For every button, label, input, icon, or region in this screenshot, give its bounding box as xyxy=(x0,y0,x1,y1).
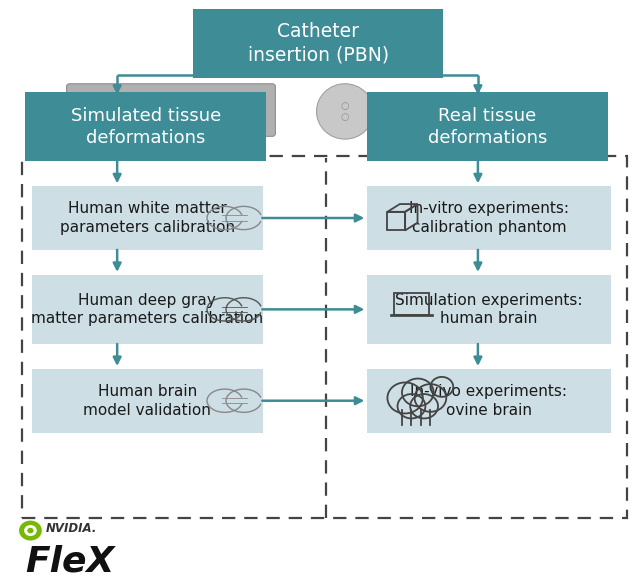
Text: In-vitro experiments:
calibration phantom: In-vitro experiments: calibration phanto… xyxy=(409,201,569,235)
Bar xyxy=(22,156,627,518)
Text: In-vivo experiments:
ovine brain: In-vivo experiments: ovine brain xyxy=(410,384,568,418)
Text: NVIDIA.: NVIDIA. xyxy=(45,522,97,535)
Text: Simulated tissue
deformations: Simulated tissue deformations xyxy=(70,106,221,147)
FancyBboxPatch shape xyxy=(367,275,611,344)
FancyBboxPatch shape xyxy=(32,275,263,344)
Text: ○
○: ○ ○ xyxy=(340,101,349,122)
FancyBboxPatch shape xyxy=(67,84,275,137)
Text: Catheter
insertion (PBN): Catheter insertion (PBN) xyxy=(248,22,388,65)
FancyBboxPatch shape xyxy=(367,92,607,162)
FancyBboxPatch shape xyxy=(367,369,611,432)
Circle shape xyxy=(24,525,36,536)
Text: FleX: FleX xyxy=(26,544,115,579)
Text: Human deep gray
matter parameters calibration: Human deep gray matter parameters calibr… xyxy=(31,293,263,326)
FancyBboxPatch shape xyxy=(32,186,263,250)
Text: Real tissue
deformations: Real tissue deformations xyxy=(428,106,547,147)
FancyBboxPatch shape xyxy=(367,186,611,250)
Text: Simulation experiments:
human brain: Simulation experiments: human brain xyxy=(396,293,583,326)
Text: Human white matter
parameters calibration: Human white matter parameters calibratio… xyxy=(60,201,235,235)
FancyBboxPatch shape xyxy=(193,9,443,78)
Text: Human brain
model validation: Human brain model validation xyxy=(83,384,211,418)
FancyBboxPatch shape xyxy=(32,369,263,432)
FancyBboxPatch shape xyxy=(26,92,266,162)
Ellipse shape xyxy=(317,84,374,139)
Circle shape xyxy=(28,528,34,533)
Circle shape xyxy=(19,521,42,540)
